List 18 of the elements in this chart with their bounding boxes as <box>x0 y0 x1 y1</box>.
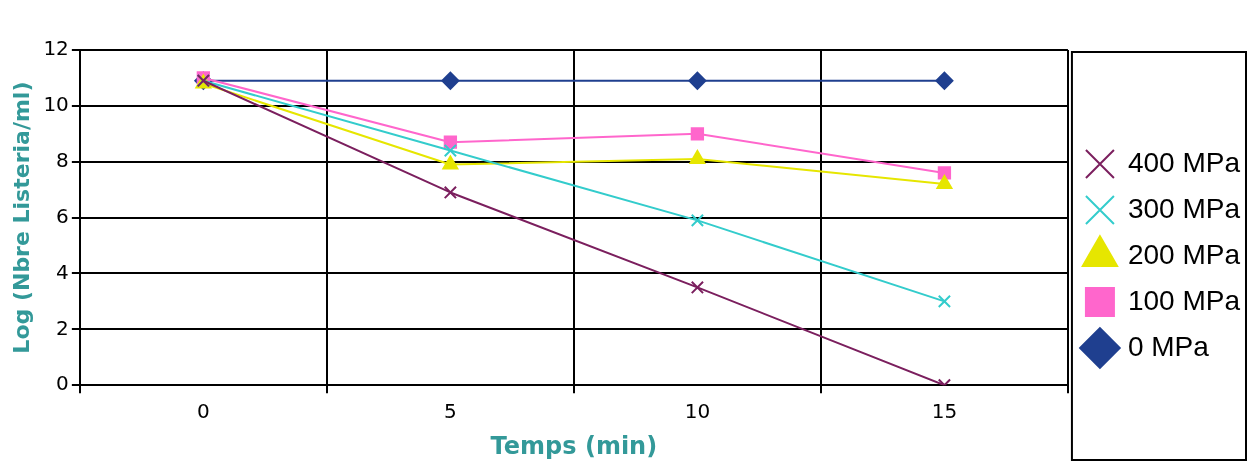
legend-label: 400 MPa <box>1127 146 1241 178</box>
x-axis-title: Temps (min) <box>490 431 658 460</box>
y-tick-label: 10 <box>43 92 69 117</box>
x-tick-label: 0 <box>196 399 210 424</box>
x-tick-label: 15 <box>931 399 958 424</box>
y-tick-label: 6 <box>56 203 69 228</box>
legend-label: 200 MPa <box>1127 238 1241 270</box>
y-tick-label: 4 <box>56 259 69 284</box>
y-tick-label: 0 <box>56 371 69 396</box>
legend-label: 100 MPa <box>1127 284 1241 316</box>
x-tick-label: 10 <box>684 399 711 424</box>
y-tick-label: 2 <box>56 315 69 340</box>
legend-label: 0 MPa <box>1127 330 1210 362</box>
y-axis-title: Log (Nbre Listeria/ml) <box>8 81 34 354</box>
legend-label: 300 MPa <box>1127 192 1241 224</box>
y-tick-label: 12 <box>43 36 69 61</box>
x-tick-label: 5 <box>444 399 457 424</box>
y-tick-label: 8 <box>56 147 69 172</box>
